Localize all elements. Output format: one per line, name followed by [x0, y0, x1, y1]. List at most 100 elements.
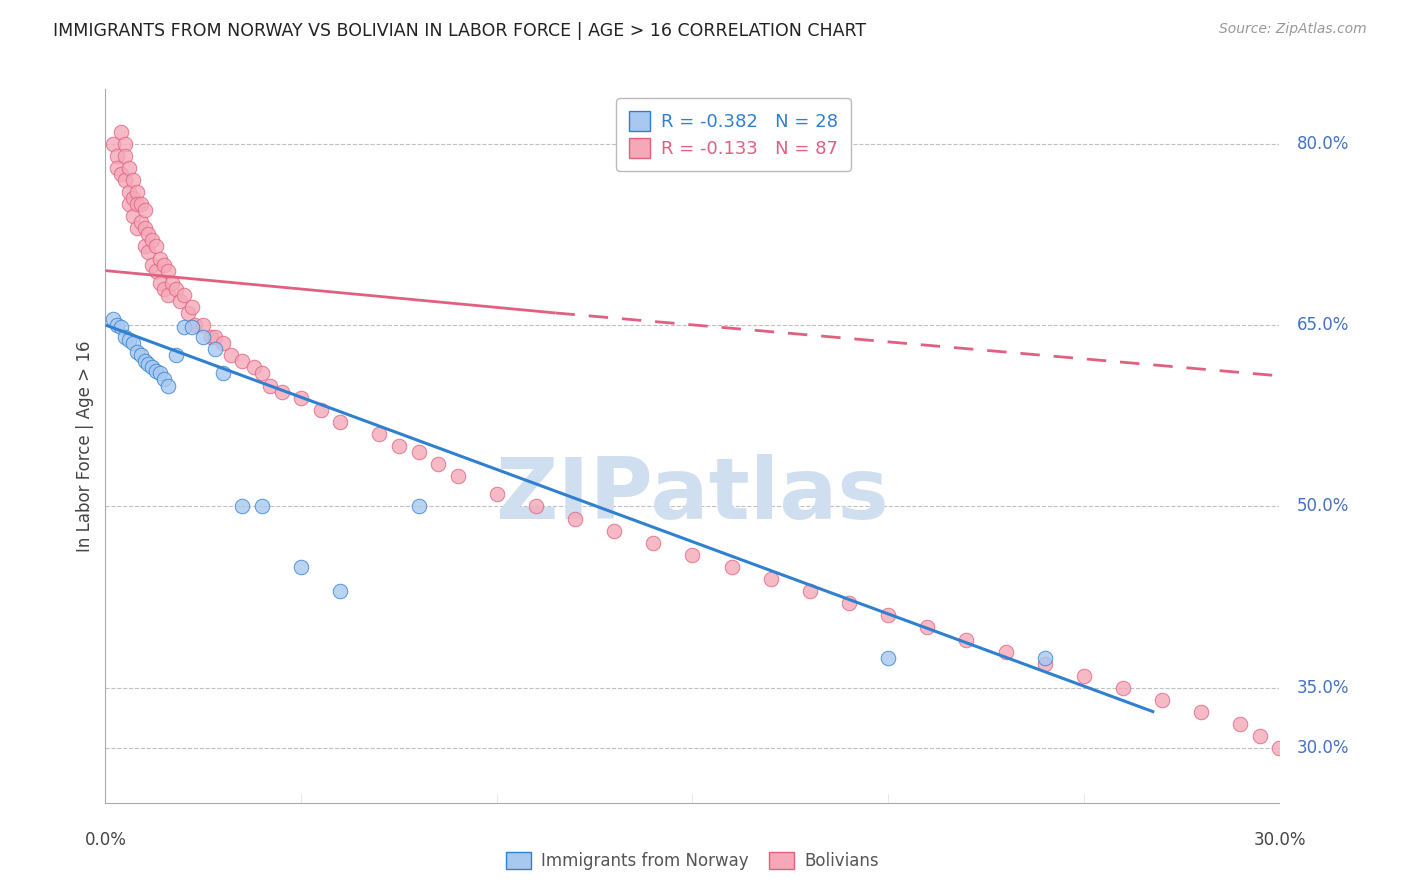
Point [877, 650, 900, 665]
Point [270, 384, 292, 399]
Point [200, 330, 222, 344]
Point [759, 572, 782, 586]
Point [1347, 778, 1369, 792]
Point [838, 596, 860, 610]
Point [1150, 693, 1173, 707]
Point [877, 608, 900, 623]
Point [141, 233, 163, 247]
Point [427, 457, 450, 471]
Point [114, 173, 136, 187]
Point [114, 330, 136, 344]
Point [231, 354, 253, 368]
Point [125, 221, 148, 235]
Point [1288, 754, 1310, 768]
Point [368, 426, 391, 441]
Point [138, 245, 160, 260]
Point [408, 500, 430, 514]
Point [118, 197, 141, 211]
Point [388, 439, 411, 453]
Point [125, 197, 148, 211]
Point [173, 320, 195, 334]
Point [134, 203, 156, 218]
Point [681, 548, 703, 562]
Point [564, 511, 586, 525]
Point [643, 535, 665, 549]
Point [915, 620, 938, 634]
Point [1033, 650, 1056, 665]
Point [1268, 741, 1291, 756]
Point [180, 320, 202, 334]
Point [118, 333, 141, 347]
Point [290, 391, 312, 405]
Point [184, 318, 207, 332]
Text: 0.0%: 0.0% [84, 831, 127, 849]
Point [485, 487, 508, 501]
Point [121, 209, 143, 223]
Point [173, 288, 195, 302]
Point [720, 560, 742, 574]
Point [105, 161, 128, 175]
Point [250, 367, 273, 381]
Point [329, 415, 352, 429]
Point [1112, 681, 1135, 695]
Text: 65.0%: 65.0% [1298, 316, 1350, 334]
Point [145, 263, 167, 277]
Point [103, 136, 125, 151]
Point [138, 357, 160, 371]
Point [193, 330, 215, 344]
Text: 50.0%: 50.0% [1298, 498, 1350, 516]
Point [176, 306, 198, 320]
Point [1385, 789, 1406, 804]
Point [329, 584, 352, 599]
Point [1249, 729, 1271, 743]
Point [408, 445, 430, 459]
Point [1073, 669, 1095, 683]
Point [129, 197, 152, 211]
Point [145, 239, 167, 253]
Point [799, 584, 821, 599]
Point [1189, 705, 1212, 719]
Point [1033, 657, 1056, 671]
Point [110, 124, 132, 138]
Point [121, 173, 143, 187]
Point [193, 318, 215, 332]
Point [180, 300, 202, 314]
Point [121, 336, 143, 351]
Point [129, 215, 152, 229]
Point [994, 645, 1017, 659]
Point [204, 330, 226, 344]
Point [231, 500, 253, 514]
Point [165, 348, 187, 362]
Point [160, 276, 183, 290]
Point [145, 364, 167, 378]
Point [134, 354, 156, 368]
Point [125, 344, 148, 359]
Point [153, 258, 176, 272]
Point [955, 632, 977, 647]
Point [149, 276, 172, 290]
Point [219, 348, 242, 362]
Point [290, 560, 312, 574]
Point [153, 282, 176, 296]
Point [243, 360, 266, 375]
Text: IMMIGRANTS FROM NORWAY VS BOLIVIAN IN LABOR FORCE | AGE > 16 CORRELATION CHART: IMMIGRANTS FROM NORWAY VS BOLIVIAN IN LA… [53, 22, 866, 40]
Text: Source: ZipAtlas.com: Source: ZipAtlas.com [1219, 22, 1367, 37]
Text: ZIPatlas: ZIPatlas [495, 454, 890, 538]
Point [141, 360, 163, 375]
Point [211, 367, 233, 381]
Point [105, 149, 128, 163]
Text: 30.0%: 30.0% [1253, 831, 1306, 849]
Point [309, 402, 332, 417]
Point [110, 320, 132, 334]
Point [141, 258, 163, 272]
Point [118, 185, 141, 199]
Text: 35.0%: 35.0% [1298, 679, 1350, 697]
Point [524, 500, 547, 514]
Text: 30.0%: 30.0% [1298, 739, 1350, 757]
Text: 80.0%: 80.0% [1298, 135, 1350, 153]
Point [250, 500, 273, 514]
Point [204, 343, 226, 357]
Y-axis label: In Labor Force | Age > 16: In Labor Force | Age > 16 [76, 340, 94, 552]
Point [446, 469, 468, 483]
Point [165, 282, 187, 296]
